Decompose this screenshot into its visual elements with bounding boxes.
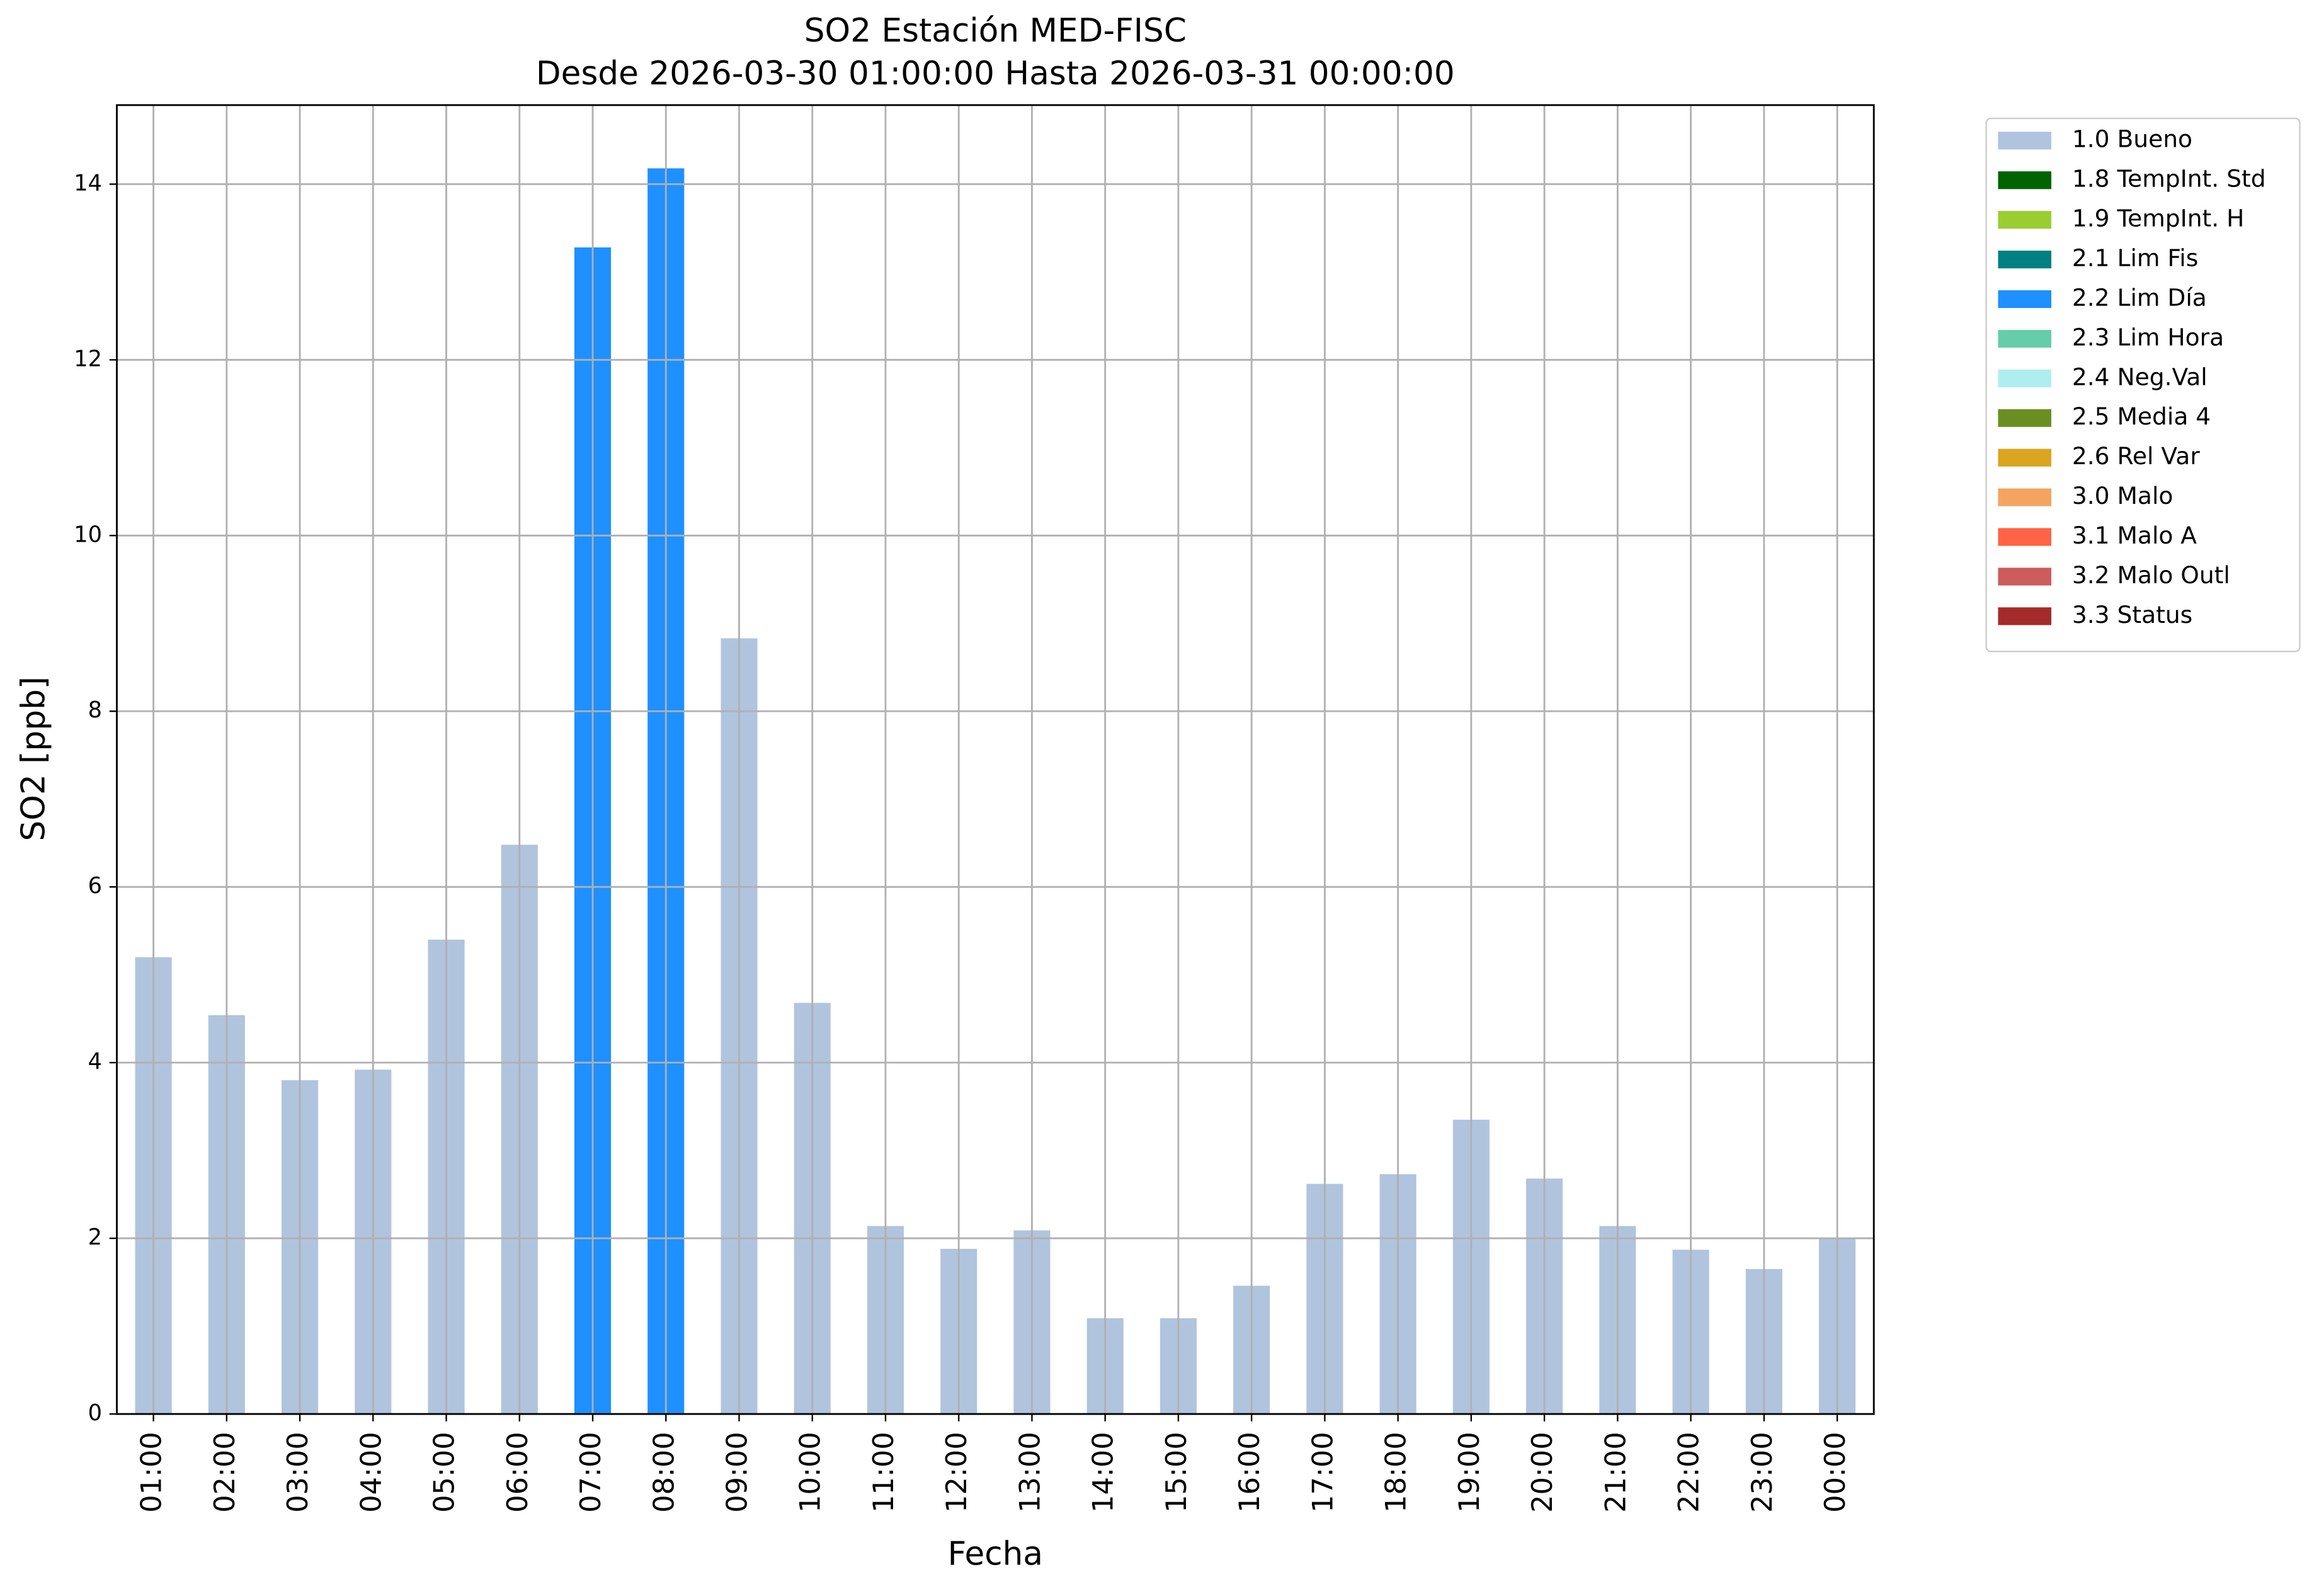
legend-label: 1.9 TempInt. H	[2072, 205, 2245, 232]
legend-box	[1985, 117, 2301, 653]
legend-label: 2.1 Lim Fis	[2072, 244, 2198, 272]
y-tick-label: 2	[88, 1224, 102, 1250]
legend-label: 2.4 Neg.Val	[2072, 363, 2208, 390]
x-tick-label: 11:00	[867, 1432, 900, 1513]
legend-swatch	[1998, 210, 2051, 229]
x-tick-label: 14:00	[1087, 1432, 1120, 1513]
legend-swatch	[1998, 488, 2051, 506]
x-tick-label: 00:00	[1819, 1432, 1852, 1513]
x-tick-label: 10:00	[794, 1432, 827, 1513]
legend-swatch	[1998, 448, 2051, 467]
legend-swatch	[1998, 528, 2051, 546]
y-tick-label: 6	[88, 873, 102, 899]
legend-swatch	[1998, 329, 2051, 348]
legend-label: 2.2 Lim Día	[2072, 283, 2207, 311]
x-tick-label: 13:00	[1013, 1432, 1046, 1513]
legend-swatch	[1998, 132, 2051, 150]
x-tick-label: 12:00	[940, 1432, 973, 1513]
x-tick-label: 07:00	[574, 1432, 607, 1513]
x-tick-label: 09:00	[721, 1432, 754, 1513]
legend-label: 1.0 Bueno	[2072, 125, 2192, 153]
y-tick-label: 14	[74, 170, 102, 196]
x-tick-label: 04:00	[355, 1432, 387, 1513]
x-tick-label: 03:00	[282, 1432, 314, 1513]
legend-label: 2.5 Media 4	[2072, 402, 2211, 430]
x-tick-label: 08:00	[647, 1432, 680, 1513]
x-tick-label: 05:00	[428, 1432, 461, 1513]
y-tick-label: 8	[88, 697, 102, 723]
legend-swatch	[1998, 171, 2051, 190]
x-tick-label: 17:00	[1306, 1432, 1339, 1513]
legend-swatch	[1998, 607, 2051, 625]
legend-label: 1.8 TempInt. Std	[2072, 165, 2266, 193]
x-tick-label: 16:00	[1233, 1432, 1266, 1513]
x-tick-label: 22:00	[1673, 1432, 1706, 1513]
legend-swatch	[1998, 409, 2051, 427]
x-tick-label: 21:00	[1599, 1432, 1632, 1513]
legend-swatch	[1998, 250, 2051, 269]
legend-swatch	[1998, 369, 2051, 387]
plot-frame	[116, 104, 1875, 1415]
legend-label: 3.3 Status	[2072, 601, 2192, 629]
legend-label: 3.1 Malo A	[2072, 522, 2197, 549]
legend-label: 2.6 Rel Var	[2072, 442, 2200, 470]
x-axis-label: Fecha	[948, 1535, 1043, 1573]
y-tick-label: 12	[74, 346, 102, 372]
x-tick-label: 06:00	[501, 1432, 534, 1513]
chart-subtitle: Desde 2026-03-30 01:00:00 Hasta 2026-03-…	[536, 55, 1455, 93]
y-tick-label: 10	[74, 522, 102, 547]
x-tick-label: 18:00	[1380, 1432, 1413, 1513]
legend-swatch	[1998, 567, 2051, 586]
legend-swatch	[1998, 290, 2051, 309]
chart-title: SO2 Estación MED-FISC	[804, 12, 1187, 50]
x-tick-label: 01:00	[135, 1432, 168, 1513]
x-tick-label: 02:00	[208, 1432, 241, 1513]
y-tick-label: 0	[88, 1400, 102, 1426]
y-axis-label: SO2 [ppb]	[14, 676, 52, 841]
x-tick-label: 23:00	[1746, 1432, 1779, 1513]
x-tick-label: 20:00	[1526, 1432, 1559, 1513]
legend-label: 3.0 Malo	[2072, 482, 2174, 510]
x-tick-label: 19:00	[1453, 1432, 1486, 1513]
x-tick-label: 15:00	[1160, 1432, 1193, 1513]
y-tick-label: 4	[88, 1049, 102, 1074]
legend-label: 3.2 Malo Outl	[2072, 561, 2230, 589]
legend-label: 2.3 Lim Hora	[2072, 323, 2224, 351]
